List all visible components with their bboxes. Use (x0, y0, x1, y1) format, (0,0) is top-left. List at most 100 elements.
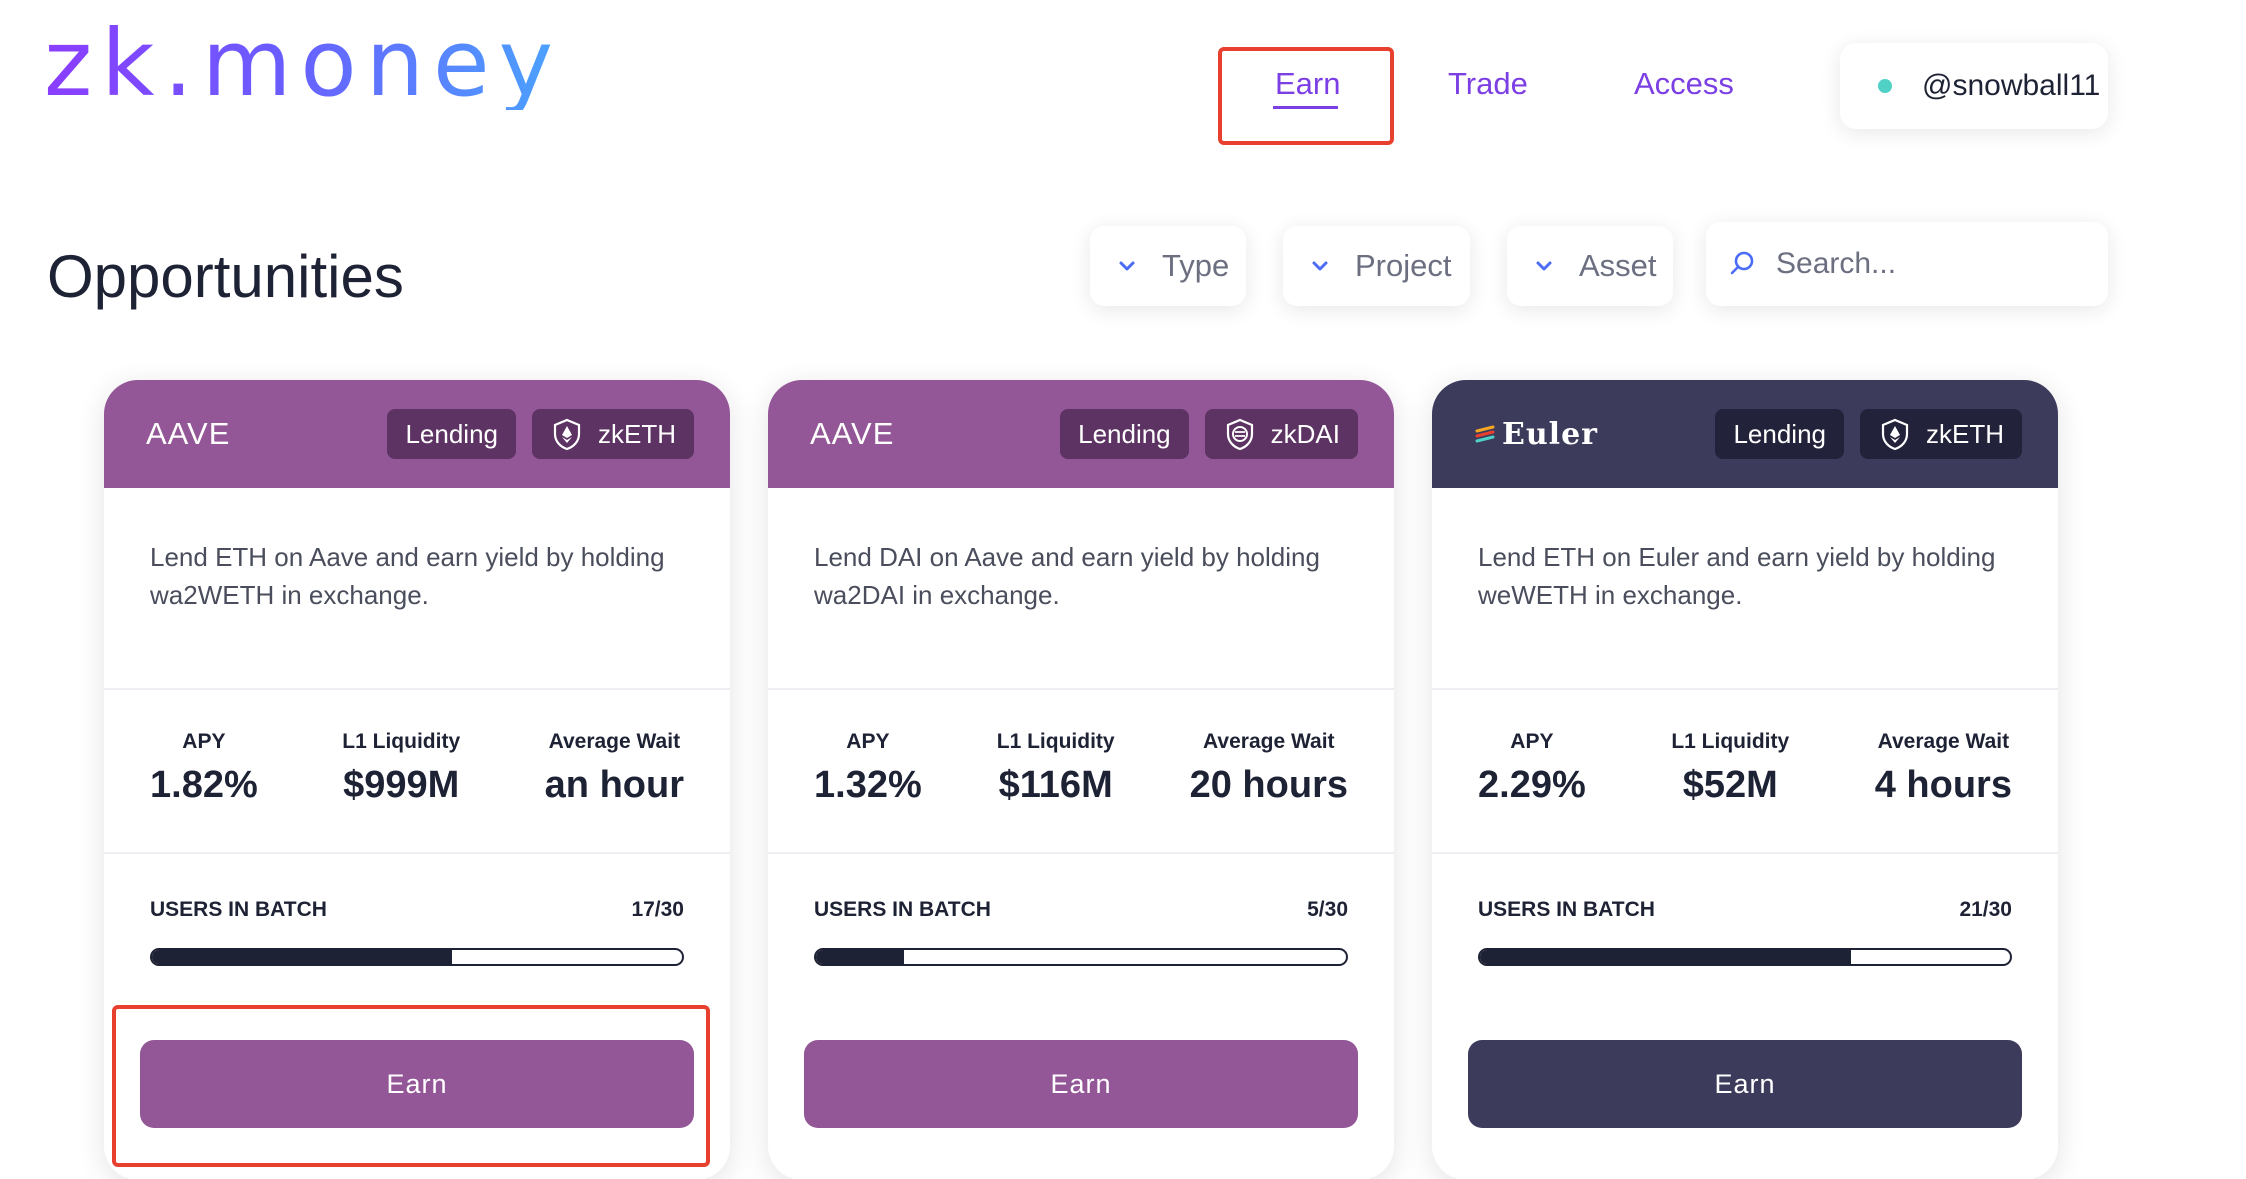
batch-progress-section: USERS IN BATCH 5/30 (768, 854, 1394, 1004)
tag-asset-label: zkETH (598, 418, 676, 449)
divider (1432, 852, 2058, 854)
eth-shield-icon (1881, 418, 1909, 451)
batch-label: USERS IN BATCH (150, 898, 327, 921)
stat-average-wait: Average Wait 4 hours (1875, 730, 2012, 852)
stat-value: 20 hours (1189, 764, 1348, 806)
filter-project-label: Project (1355, 248, 1452, 283)
stat-liquidity: L1 Liquidity $52M (1671, 730, 1789, 852)
filter-type-dropdown[interactable]: Type (1090, 226, 1246, 306)
batch-count: 5/30 (1307, 898, 1348, 921)
card-header: AAVE Lending zkDAI (768, 380, 1394, 488)
earn-button[interactable]: Earn (1468, 1040, 2022, 1128)
card-header: AAVE Lending zkETH (104, 380, 730, 488)
euler-wordmark: Euler (1502, 416, 1598, 452)
account-username: @snowball11 (1922, 69, 2101, 102)
divider (104, 688, 730, 690)
stat-average-wait: Average Wait 20 hours (1190, 730, 1348, 852)
stat-value: $116M (998, 764, 1113, 806)
stat-liquidity: L1 Liquidity $116M (997, 730, 1115, 852)
nav-trade[interactable]: Trade (1448, 66, 1528, 101)
card-stats: APY 1.82% L1 Liquidity $999M Average Wai… (104, 690, 730, 852)
stat-apy: APY 1.32% (814, 730, 922, 852)
tag-type: Lending (1715, 409, 1844, 459)
stat-apy: APY 1.82% (150, 730, 258, 852)
card-header: Euler Lending zkETH (1432, 380, 2058, 488)
stat-value: $52M (1682, 764, 1778, 806)
tag-type: Lending (1060, 409, 1189, 459)
aave-logo: AAVE (810, 416, 895, 451)
stat-liquidity: L1 Liquidity $999M (342, 730, 460, 852)
search-input[interactable] (1776, 247, 2096, 281)
batch-progress-bar (150, 948, 684, 966)
nav-earn[interactable]: Earn (1275, 66, 1341, 101)
stat-label: L1 Liquidity (996, 730, 1115, 753)
stat-label: Average Wait (1877, 730, 2010, 753)
stat-value: 1.32% (814, 764, 922, 806)
stat-value: $999M (343, 764, 460, 806)
chevron-down-icon (1312, 261, 1328, 271)
stat-label: L1 Liquidity (1671, 730, 1790, 753)
tag-asset: zkETH (1860, 409, 2022, 459)
filter-project-dropdown[interactable]: Project (1283, 226, 1470, 306)
tag-asset-label: zkDAI (1270, 418, 1340, 449)
card-description: Lend ETH on Euler and earn yield by hold… (1478, 542, 1996, 610)
divider (768, 852, 1394, 854)
batch-count: 21/30 (1959, 898, 2012, 921)
card-description: Lend ETH on Aave and earn yield by holdi… (150, 542, 665, 610)
nav-active-underline (1273, 106, 1338, 109)
chevron-down-icon (1536, 261, 1552, 271)
nav-earn-highlight (1218, 47, 1394, 145)
stat-value: 1.82% (150, 764, 258, 806)
tag-asset-label: zkETH (1926, 418, 2004, 449)
search-box[interactable] (1706, 222, 2108, 306)
online-status-dot (1878, 79, 1892, 93)
stat-value: 2.29% (1478, 764, 1586, 806)
filter-asset-label: Asset (1579, 248, 1657, 283)
earn-button[interactable]: Earn (804, 1040, 1358, 1128)
stat-value: an hour (544, 764, 684, 806)
euler-logo: Euler (1474, 417, 1699, 452)
batch-progress-fill (1480, 950, 1851, 964)
eth-shield-icon (553, 418, 581, 451)
batch-progress-bar (1478, 948, 2012, 966)
chevron-down-icon (1119, 261, 1135, 271)
divider (104, 852, 730, 854)
stat-value: 4 hours (1874, 764, 2012, 806)
tag-type: Lending (387, 409, 516, 459)
search-icon (1730, 251, 1754, 275)
dai-shield-icon (1226, 418, 1253, 451)
stat-label: APY (182, 730, 226, 753)
stat-label: L1 Liquidity (342, 730, 461, 753)
batch-progress-bar (814, 948, 1348, 966)
batch-label: USERS IN BATCH (1478, 898, 1655, 921)
page-title: Opportunities (47, 243, 404, 310)
stat-average-wait: Average Wait an hour (545, 730, 684, 852)
stat-label: APY (846, 730, 890, 753)
zk-money-logo[interactable]: zk.money (44, 10, 563, 117)
euler-mark-icon (1475, 425, 1495, 443)
account-button[interactable]: @snowball11 (1840, 43, 2108, 129)
filter-asset-dropdown[interactable]: Asset (1507, 226, 1673, 306)
tag-asset: zkDAI (1204, 409, 1358, 459)
earn-button-highlight (112, 1005, 710, 1167)
card-stats: APY 1.32% L1 Liquidity $116M Average Wai… (768, 690, 1394, 852)
stat-apy: APY 2.29% (1478, 730, 1586, 852)
nav-access[interactable]: Access (1634, 66, 1734, 101)
stat-label: Average Wait (548, 730, 681, 753)
stat-label: Average Wait (1203, 730, 1335, 753)
tag-asset: zkETH (532, 409, 694, 459)
batch-progress-fill (816, 950, 905, 964)
batch-count: 17/30 (631, 898, 684, 921)
batch-progress-section: USERS IN BATCH 17/30 (104, 854, 730, 1004)
card-description: Lend DAI on Aave and earn yield by holdi… (814, 542, 1320, 610)
card-stats: APY 2.29% L1 Liquidity $52M Average Wait… (1432, 690, 2058, 852)
stat-label: APY (1510, 730, 1554, 753)
earn-button[interactable]: Earn (140, 1040, 694, 1128)
divider (768, 688, 1394, 690)
opportunity-card-aave-eth: AAVE Lending zkETH Lend ETH on Aave and … (104, 380, 730, 1179)
opportunity-card-aave-dai: AAVE Lending zkDAI Lend DAI on Aave and … (768, 380, 1394, 1179)
divider (1432, 688, 2058, 690)
batch-progress-section: USERS IN BATCH 21/30 (1432, 854, 2058, 1004)
batch-progress-fill (152, 950, 453, 964)
aave-logo: AAVE (146, 416, 231, 451)
